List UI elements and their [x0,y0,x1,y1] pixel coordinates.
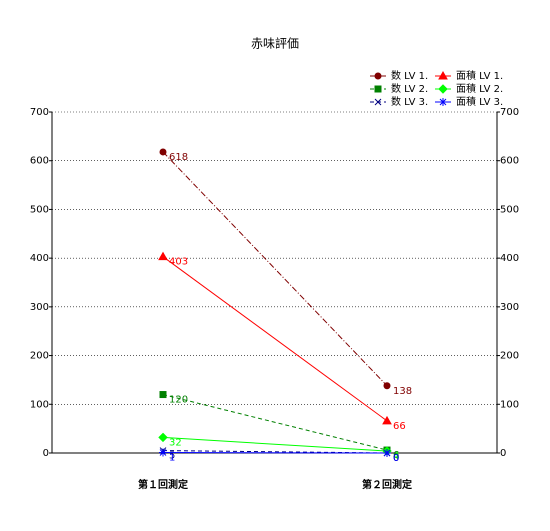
y-tick-label: 400 [30,253,49,264]
legend-label: 数 LV 2. [391,82,428,95]
marker [158,432,168,443]
marker [383,449,391,457]
series-line [162,151,388,387]
y-tick-label: 500 [30,204,49,215]
marker [374,72,382,80]
series: 618 138 数 LV 1. [159,69,428,397]
marker [383,382,391,390]
y-tick-label: 0 [43,448,49,459]
series-line [162,394,388,451]
marker [439,98,447,106]
y2-tick-label: 100 [500,399,519,410]
marker [382,415,392,425]
data-label: 0 [393,453,399,464]
series: 403 66 面積 LV 1. [158,69,503,432]
data-label: 138 [393,386,412,397]
data-label: 6 [393,450,399,461]
marker [158,251,168,261]
series-line [162,436,388,452]
data-label: 618 [169,152,188,163]
data-label: 66 [393,421,406,432]
series-line [162,450,388,454]
marker [159,448,167,457]
y2-tick-label: 500 [500,204,519,215]
series-line [162,256,388,422]
marker [438,70,448,80]
legend-label: 数 LV 1. [391,69,428,82]
marker [438,84,448,94]
marker [159,148,167,156]
y2-tick-label: 300 [500,302,519,313]
y-tick-label: 700 [30,107,49,118]
legend-label: 面積 LV 2. [456,82,503,95]
data-label: 1 [169,453,175,464]
legend-label: 面積 LV 3. [456,95,503,108]
marker [374,98,382,106]
data-label: 0 [393,453,399,464]
y2-tick-label: 200 [500,351,519,362]
y-tick-label: 200 [30,351,49,362]
legend-label: 面積 LV 1. [456,69,503,82]
data-label: 403 [169,257,188,268]
marker [374,85,382,93]
chart-title: 赤味評価 [251,36,299,51]
data-label: 5 [169,451,175,462]
y2-tick-label: 0 [500,448,506,459]
marker [159,391,167,399]
series: 1 0 面積 LV 3. [159,95,503,464]
y-tick-label: 100 [30,399,49,410]
y-tick-label: 600 [30,156,49,167]
y2-tick-label: 700 [500,107,519,118]
series: 5 0 数 LV 3. [159,95,428,464]
x-tick-label: 第２回測定 [362,478,412,491]
data-label: 32 [169,437,182,448]
y-tick-label: 300 [30,302,49,313]
data-label: 4 [393,451,399,462]
data-label: 120 [169,395,188,406]
x-tick-label: 第１回測定 [138,478,188,491]
series: 120 6 数 LV 2. [159,82,428,461]
series: 32 4 面積 LV 2. [158,82,503,462]
y2-tick-label: 600 [500,156,519,167]
y2-tick-label: 400 [500,253,519,264]
legend-label: 数 LV 3. [391,95,428,108]
